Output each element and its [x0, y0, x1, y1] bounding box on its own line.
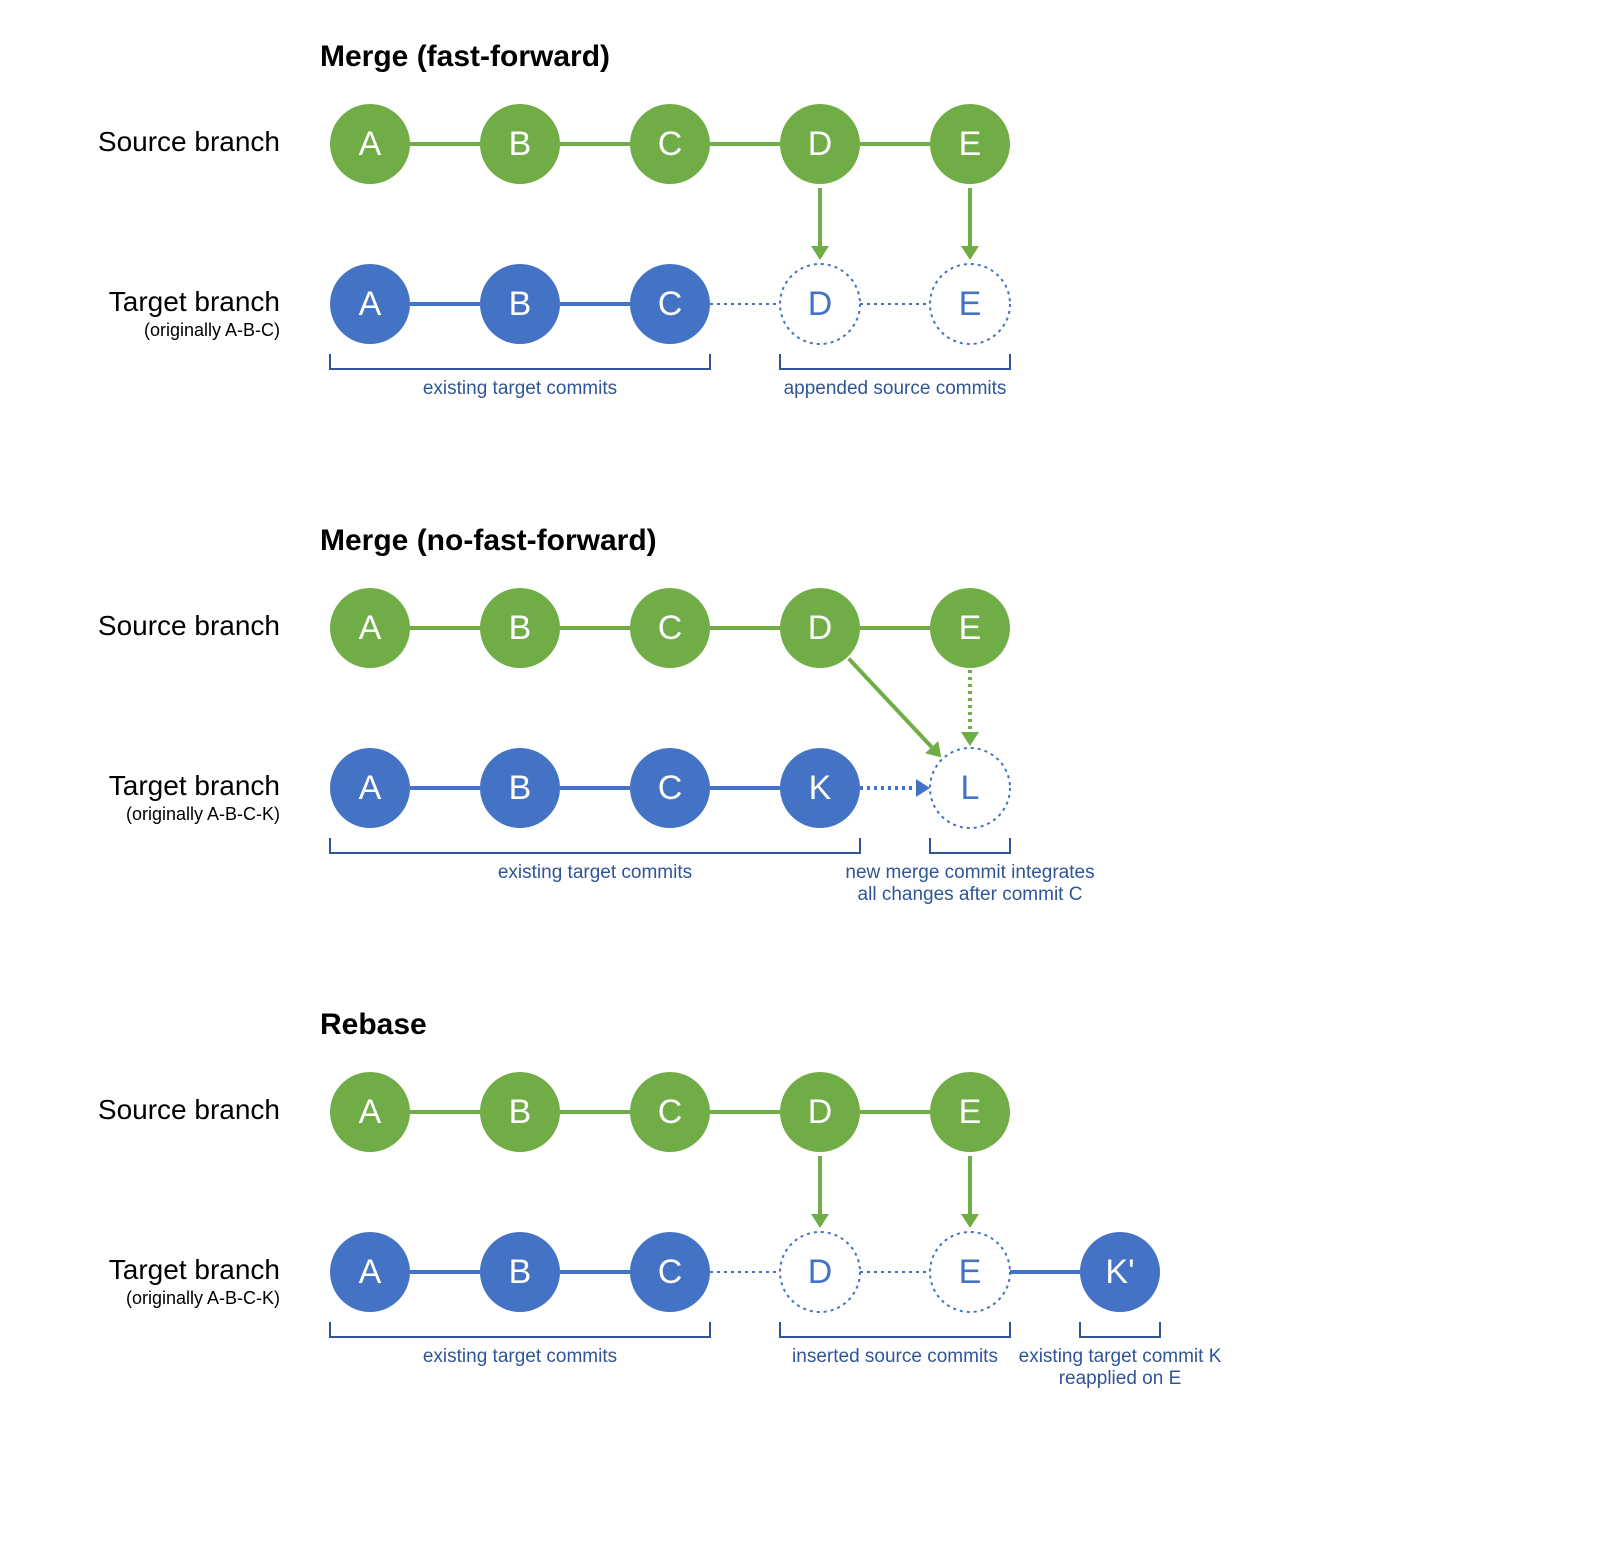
commit-node: C	[630, 104, 710, 184]
arrow	[961, 188, 979, 260]
svg-text:C: C	[658, 125, 683, 163]
commit-node: B	[480, 588, 560, 668]
arrow	[811, 188, 829, 260]
svg-text:C: C	[658, 769, 683, 807]
section-merge-ff: Merge (fast-forward) Source branch Targe…	[40, 40, 1567, 454]
commit-node: C	[630, 588, 710, 668]
svg-text:C: C	[658, 1093, 683, 1131]
brace-annotation: inserted source commits	[780, 1322, 1010, 1367]
commit-node: A	[330, 1232, 410, 1312]
brace-annotation: new merge commit integratesall changes a…	[845, 838, 1094, 905]
commit-node: E	[930, 1072, 1010, 1152]
svg-text:K: K	[809, 769, 832, 807]
svg-text:E: E	[959, 609, 982, 647]
arrow	[860, 779, 930, 797]
commit-node: A	[330, 264, 410, 344]
svg-text:A: A	[359, 125, 382, 163]
svg-text:B: B	[509, 1093, 532, 1131]
commit-node: A	[330, 748, 410, 828]
svg-text:new merge commit integratesall: new merge commit integratesall changes a…	[845, 862, 1094, 905]
svg-text:C: C	[658, 285, 683, 323]
svg-text:B: B	[509, 285, 532, 323]
svg-text:E: E	[959, 1093, 982, 1131]
commit-node: C	[630, 264, 710, 344]
svg-text:inserted source commits: inserted source commits	[792, 1346, 998, 1367]
commit-node: B	[480, 748, 560, 828]
section-title: Merge (fast-forward)	[320, 40, 1567, 74]
svg-text:A: A	[359, 285, 382, 323]
commit-node: B	[480, 104, 560, 184]
svg-text:A: A	[359, 769, 382, 807]
svg-text:E: E	[959, 1253, 982, 1291]
commit-node: K	[780, 748, 860, 828]
brace-annotation: appended source commits	[780, 354, 1010, 399]
commit-node: C	[630, 1072, 710, 1152]
arrow	[849, 659, 942, 758]
svg-text:A: A	[359, 1253, 382, 1291]
svg-text:E: E	[959, 285, 982, 323]
commit-node: A	[330, 104, 410, 184]
svg-text:D: D	[808, 609, 833, 647]
commit-node: D	[780, 588, 860, 668]
svg-text:C: C	[658, 609, 683, 647]
svg-text:B: B	[509, 125, 532, 163]
brace-annotation: existing target commit Kreapplied on E	[1019, 1322, 1222, 1389]
target-branch-label: Target branch (originally A-B-C-K)	[40, 1254, 280, 1309]
commit-node: C	[630, 748, 710, 828]
commit-node: D	[780, 1072, 860, 1152]
target-branch-label: Target branch (originally A-B-C)	[40, 286, 280, 341]
svg-text:D: D	[808, 1093, 833, 1131]
commit-node: E	[930, 1232, 1010, 1312]
section-merge-no-ff: Merge (no-fast-forward) Source branch Ta…	[40, 524, 1567, 938]
svg-text:E: E	[959, 125, 982, 163]
source-branch-label: Source branch	[40, 126, 280, 158]
commit-node: D	[780, 104, 860, 184]
svg-text:existing target commits: existing target commits	[423, 1346, 617, 1367]
source-branch-label: Source branch	[40, 1094, 280, 1126]
svg-text:D: D	[808, 285, 833, 323]
commit-node: B	[480, 1072, 560, 1152]
commit-node: D	[780, 1232, 860, 1312]
section-title: Merge (no-fast-forward)	[320, 524, 1567, 558]
commit-node: B	[480, 1232, 560, 1312]
arrow	[811, 1156, 829, 1228]
section-rebase: Rebase Source branch Target branch (orig…	[40, 1008, 1567, 1422]
svg-text:existing target commits: existing target commits	[423, 378, 617, 399]
svg-text:D: D	[808, 1253, 833, 1291]
svg-text:C: C	[658, 1253, 683, 1291]
svg-text:K': K'	[1105, 1253, 1134, 1291]
svg-text:B: B	[509, 769, 532, 807]
brace-annotation: existing target commits	[330, 838, 860, 883]
svg-text:D: D	[808, 125, 833, 163]
svg-text:L: L	[961, 769, 980, 807]
source-branch-label: Source branch	[40, 610, 280, 642]
commit-node: E	[930, 264, 1010, 344]
svg-text:A: A	[359, 1093, 382, 1131]
commit-node: B	[480, 264, 560, 344]
brace-annotation: existing target commits	[330, 354, 710, 399]
commit-node: L	[930, 748, 1010, 828]
svg-text:B: B	[509, 1253, 532, 1291]
svg-text:A: A	[359, 609, 382, 647]
section-title: Rebase	[320, 1008, 1567, 1042]
svg-text:existing target commits: existing target commits	[498, 862, 692, 883]
commit-node: C	[630, 1232, 710, 1312]
commit-node: E	[930, 588, 1010, 668]
arrow	[961, 670, 979, 746]
commit-node: A	[330, 588, 410, 668]
svg-text:appended source commits: appended source commits	[784, 378, 1007, 399]
commit-node: A	[330, 1072, 410, 1152]
commit-node: E	[930, 104, 1010, 184]
svg-text:B: B	[509, 609, 532, 647]
target-branch-label: Target branch (originally A-B-C-K)	[40, 770, 280, 825]
commit-node: D	[780, 264, 860, 344]
svg-text:existing target commit Kreappl: existing target commit Kreapplied on E	[1019, 1346, 1222, 1389]
brace-annotation: existing target commits	[330, 1322, 710, 1367]
commit-node: K'	[1080, 1232, 1160, 1312]
arrow	[961, 1156, 979, 1228]
